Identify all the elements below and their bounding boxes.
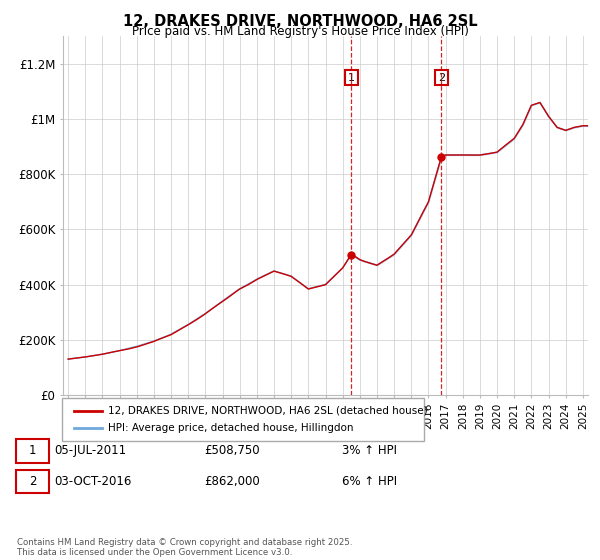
Text: £862,000: £862,000 [204,475,260,488]
Text: 2: 2 [438,73,445,83]
Text: 6% ↑ HPI: 6% ↑ HPI [342,475,397,488]
Text: 3% ↑ HPI: 3% ↑ HPI [342,444,397,458]
Text: 05-JUL-2011: 05-JUL-2011 [54,444,126,458]
Text: 12, DRAKES DRIVE, NORTHWOOD, HA6 2SL (detached house): 12, DRAKES DRIVE, NORTHWOOD, HA6 2SL (de… [108,405,428,416]
Text: Contains HM Land Registry data © Crown copyright and database right 2025.
This d: Contains HM Land Registry data © Crown c… [17,538,352,557]
Text: 12, DRAKES DRIVE, NORTHWOOD, HA6 2SL: 12, DRAKES DRIVE, NORTHWOOD, HA6 2SL [122,14,478,29]
Text: Price paid vs. HM Land Registry's House Price Index (HPI): Price paid vs. HM Land Registry's House … [131,25,469,38]
Text: 03-OCT-2016: 03-OCT-2016 [54,475,131,488]
Text: 2: 2 [29,475,36,488]
Text: HPI: Average price, detached house, Hillingdon: HPI: Average price, detached house, Hill… [108,423,353,433]
Text: 1: 1 [29,444,36,458]
Text: £508,750: £508,750 [204,444,260,458]
Text: 1: 1 [348,73,355,83]
